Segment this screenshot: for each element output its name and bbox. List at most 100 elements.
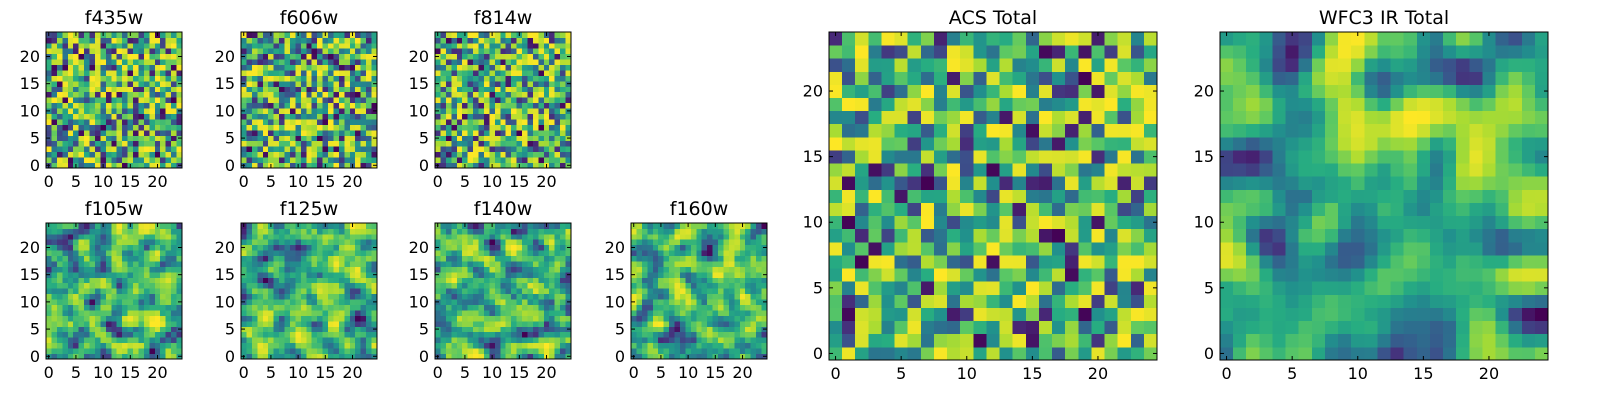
heatmap-cell [366, 255, 372, 262]
heatmap-cell [366, 140, 372, 147]
heatmap-cell [467, 288, 474, 295]
heatmap-cell [489, 271, 496, 278]
heatmap-cell [51, 129, 58, 136]
heatmap-cell [349, 102, 356, 109]
heatmap-cell [554, 326, 561, 333]
heatmap-cell [100, 304, 107, 311]
heatmap-cell [344, 310, 351, 316]
heatmap-cell [317, 75, 323, 82]
heatmap-cell [89, 124, 96, 131]
heatmap-cell [554, 162, 561, 169]
heatmap-cell [500, 80, 507, 87]
heatmap-cell [440, 277, 447, 284]
heatmap-cell [532, 261, 539, 267]
heatmap-cell [262, 228, 269, 235]
heatmap-cell [554, 86, 561, 93]
heatmap-cell [647, 288, 654, 295]
heatmap-cell [138, 157, 145, 163]
heatmap-cell [371, 140, 378, 147]
heatmap-cell [739, 288, 746, 295]
heatmap-cell [467, 315, 474, 322]
heatmap-cell [554, 146, 561, 153]
heatmap-cell [690, 293, 697, 300]
heatmap-cell [712, 304, 719, 311]
heatmap-cell [554, 223, 561, 229]
heatmap-cell [445, 239, 452, 246]
heatmap-cell [467, 233, 474, 240]
heatmap-cell [295, 113, 302, 120]
heatmap-cell [947, 320, 961, 335]
heatmap-cell [690, 320, 697, 327]
heatmap-cell [333, 37, 340, 44]
heatmap-cell [355, 59, 362, 66]
heatmap-cell [78, 315, 85, 322]
heatmap-cell [257, 108, 264, 114]
heatmap-cell [78, 48, 85, 55]
heatmap-cell [73, 102, 80, 109]
heatmap-cell [56, 32, 63, 38]
heatmap-cell [543, 37, 550, 44]
heatmap-cell [67, 146, 74, 153]
heatmap-cell [300, 315, 307, 322]
heatmap-cell [516, 157, 523, 163]
heatmap-cell [366, 239, 372, 246]
heatmap-cell [440, 135, 447, 142]
heatmap-cell [679, 233, 686, 240]
heatmap-cell [516, 255, 523, 262]
heatmap-cell [105, 277, 112, 284]
heatmap-cell [920, 255, 935, 269]
x-tick-label: 15 [120, 172, 140, 191]
heatmap-cell [317, 86, 323, 93]
heatmap-cell [371, 255, 378, 262]
heatmap-cell [322, 113, 329, 120]
heatmap-cell [511, 277, 517, 284]
heatmap-cell [451, 80, 458, 87]
heatmap-cell [538, 157, 545, 163]
heatmap-cell [349, 244, 356, 251]
heatmap-cell [489, 113, 496, 120]
heatmap-cell [549, 304, 556, 311]
heatmap-cell [338, 293, 345, 300]
heatmap-cell [685, 293, 692, 300]
heatmap-cell [560, 135, 566, 142]
heatmap-cell [257, 326, 264, 333]
heatmap-cell [100, 108, 107, 114]
heatmap-cell [100, 299, 107, 305]
heatmap-cell [855, 268, 869, 282]
heatmap-cell [696, 304, 703, 311]
heatmap-cell [543, 75, 550, 82]
heatmap-cell [527, 162, 534, 169]
heatmap-cell [84, 113, 90, 120]
heatmap-cell [920, 202, 935, 217]
heatmap-cell [973, 320, 987, 335]
heatmap-cell [241, 37, 247, 44]
heatmap-cell [549, 331, 556, 338]
heatmap-cell [907, 202, 922, 217]
heatmap-cell [154, 266, 161, 273]
heatmap-cell [707, 266, 713, 273]
heatmap-cell [257, 129, 264, 136]
heatmap-cell [56, 59, 63, 66]
heatmap-cell [160, 124, 167, 131]
heatmap-cell [494, 337, 501, 344]
heatmap-cell [440, 129, 447, 136]
heatmap-cell [696, 310, 703, 316]
heatmap-cell [78, 342, 85, 349]
heatmap-cell [127, 64, 134, 71]
heatmap-cell [366, 37, 372, 44]
heatmap-cell [723, 266, 730, 273]
heatmap-cell [160, 59, 167, 66]
x-tick-label: 5 [71, 172, 81, 191]
heatmap-cell [165, 277, 172, 284]
heatmap-cell [756, 223, 762, 229]
heatmap-cell [268, 250, 275, 257]
heatmap-cell [723, 310, 730, 316]
heatmap-cell [500, 32, 507, 38]
heatmap-cell [511, 97, 517, 104]
heatmap-cell [257, 157, 264, 163]
heatmap-cell [149, 97, 156, 104]
heatmap-cell [1091, 176, 1105, 190]
heatmap-cell [165, 113, 172, 120]
heatmap-cell [756, 315, 762, 322]
heatmap-cell [100, 326, 107, 333]
